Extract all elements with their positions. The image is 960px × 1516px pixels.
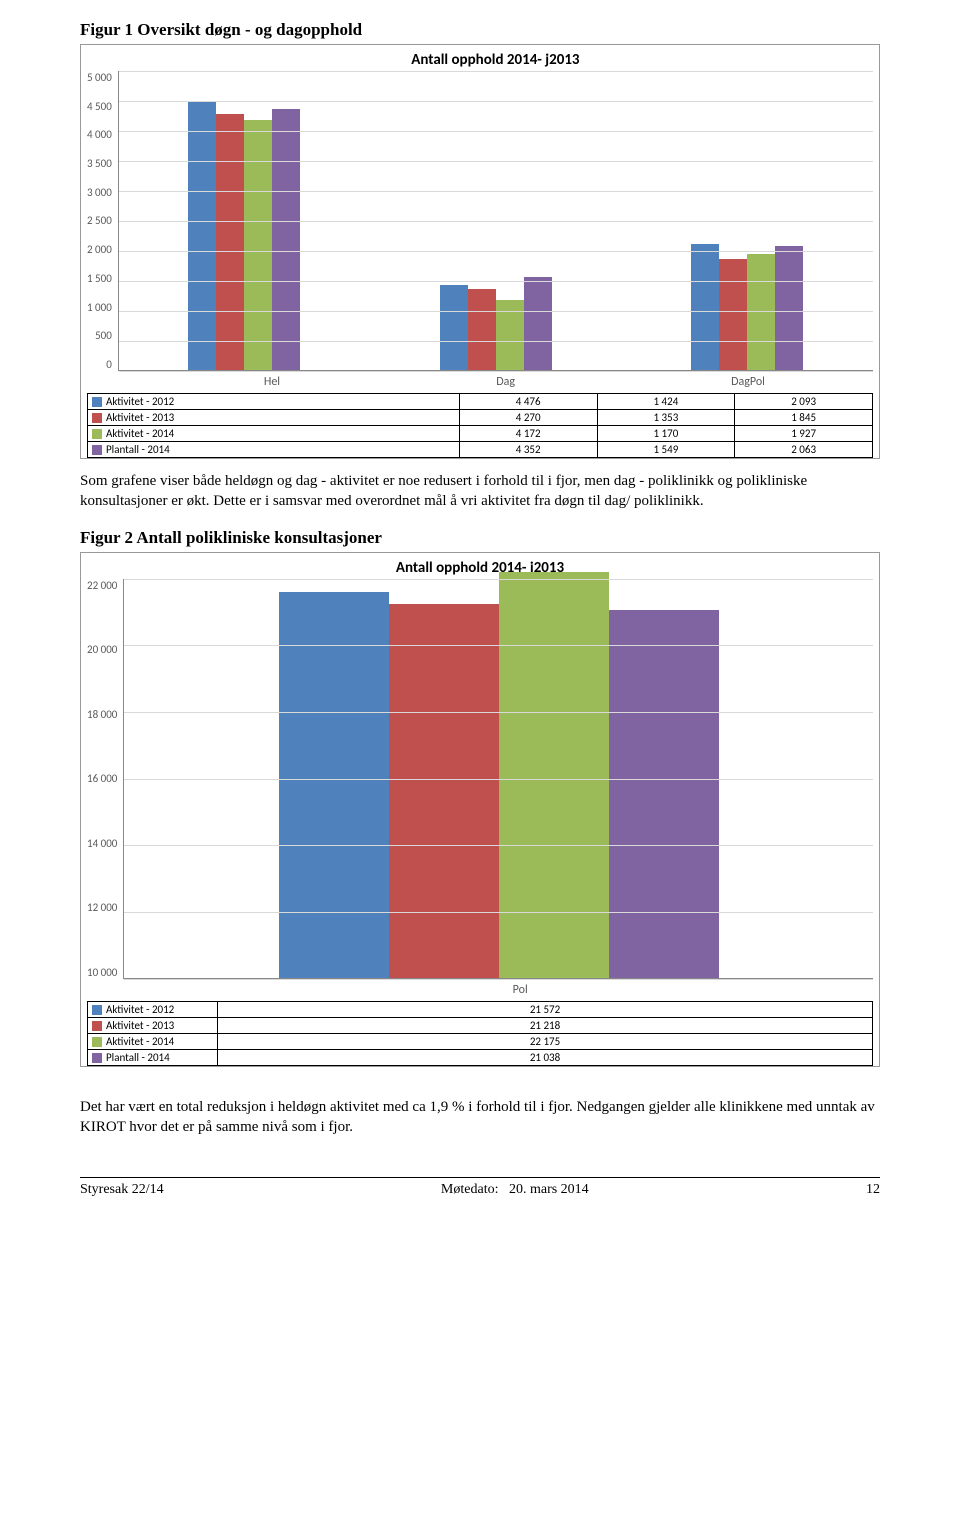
figure1-yaxis: 5 0004 5004 0003 5003 0002 5002 0001 500… bbox=[87, 49, 118, 371]
figure2-title: Figur 2 Antall polikliniske konsultasjon… bbox=[80, 528, 880, 548]
page-footer: Styresak 22/14 Møtedato: 20. mars 2014 1… bbox=[80, 1177, 880, 1198]
figure1-chart-title: Antall opphold 2014- j2013 bbox=[118, 49, 873, 71]
paragraph-2: Det har vært en total reduksjon i heldøg… bbox=[80, 1097, 880, 1138]
figure2-xlabels: Pol bbox=[167, 979, 873, 999]
footer-center: Møtedato: 20. mars 2014 bbox=[441, 1182, 589, 1198]
figure2-yaxis: 22 00020 00018 00016 00014 00012 00010 0… bbox=[87, 579, 123, 979]
figure2-chart-title: Antall opphold 2014- j2013 bbox=[87, 557, 873, 579]
figure1-plot-area bbox=[118, 71, 873, 371]
figure1-data-table: Aktivitet - 20124 4761 4242 093Aktivitet… bbox=[87, 393, 873, 458]
paragraph-1: Som grafene viser både heldøgn og dag - … bbox=[80, 471, 880, 512]
figure2-data-table: Aktivitet - 201221 572Aktivitet - 201321… bbox=[87, 1001, 873, 1066]
footer-right: 12 bbox=[866, 1182, 880, 1198]
footer-left: Styresak 22/14 bbox=[80, 1182, 164, 1198]
figure1-title: Figur 1 Oversikt døgn - og dagopphold bbox=[80, 20, 880, 40]
figure1-chart: 5 0004 5004 0003 5003 0002 5002 0001 500… bbox=[80, 44, 880, 459]
figure2-plot-area bbox=[123, 579, 873, 979]
figure2-chart: Antall opphold 2014- j2013 22 00020 0001… bbox=[80, 552, 880, 1067]
figure1-xlabels: HelDagDagPol bbox=[156, 371, 873, 391]
